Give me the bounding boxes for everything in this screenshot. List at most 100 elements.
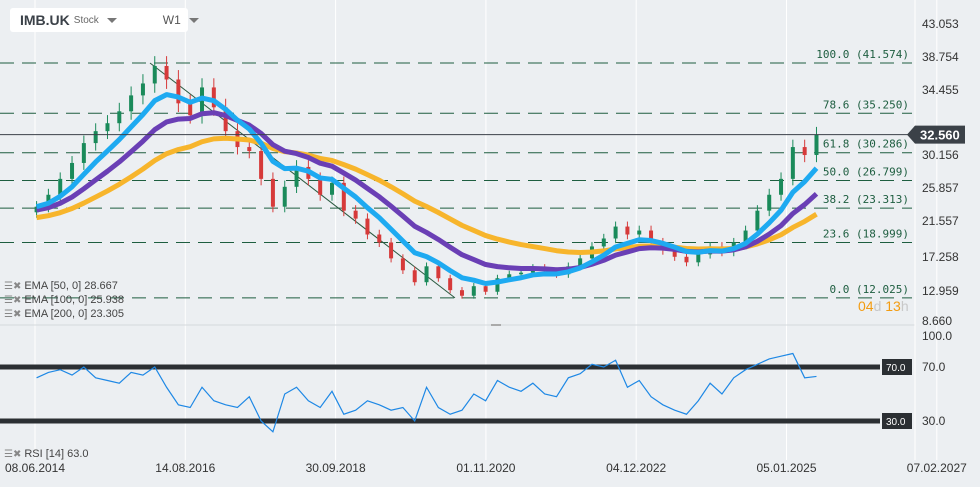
candle [152, 65, 157, 84]
rsi-level-badge [882, 413, 912, 429]
candle [330, 182, 335, 195]
candle [412, 270, 417, 283]
price-tick-label: 21.557 [922, 214, 959, 228]
candle [483, 286, 488, 292]
candle [188, 103, 193, 116]
price-tick-label: 34.455 [922, 83, 959, 97]
symbol-name[interactable]: IMB.UK [20, 12, 70, 28]
candle [341, 182, 346, 211]
candle [58, 178, 63, 195]
candle [365, 218, 370, 235]
legend-label: EMA [50, 0] 28.667 [24, 280, 118, 292]
chevron-down-icon[interactable] [106, 17, 117, 23]
candle [755, 210, 760, 231]
time-axis-label: 01.11.2020 [456, 461, 515, 475]
panel-resize-handle[interactable] [491, 324, 501, 326]
fib-level-label: 38.2 (23.313) [823, 193, 909, 206]
legend-ema-50: ☰✖ EMA [50, 0] 28.667 [4, 280, 118, 292]
rsi-tick-label: 30.0 [922, 414, 946, 428]
candle [649, 230, 654, 243]
candle [507, 274, 512, 279]
candle [353, 210, 358, 219]
legend-ema-100: ☰✖ EMA [100, 0] 25.938 [4, 294, 124, 306]
fib-level-label: 0.0 (12.025) [830, 283, 909, 296]
fib-level-label: 50.0 (26.799) [823, 165, 909, 178]
candle [223, 107, 228, 132]
candle [471, 286, 476, 296]
ema-100-line [36, 110, 819, 273]
candle [779, 178, 784, 195]
candle [247, 147, 252, 152]
legend-label: RSI [14] 63.0 [24, 448, 89, 460]
candle [625, 226, 630, 235]
price-tick-label: 38.754 [922, 50, 959, 64]
candle [424, 266, 429, 283]
time-axis-label: 04.12.2022 [606, 461, 666, 475]
current-price-badge [907, 125, 965, 144]
candle [140, 83, 145, 96]
settings-close-icon[interactable]: ☰✖ [4, 308, 22, 320]
candle [270, 178, 275, 207]
candle [519, 272, 524, 275]
candle [790, 147, 795, 179]
settings-close-icon[interactable]: ☰✖ [4, 294, 22, 306]
rsi-level-label: 30.0 [886, 417, 906, 428]
legend-label: EMA [100, 0] 25.938 [24, 294, 125, 306]
candle [743, 230, 748, 243]
candle [105, 123, 110, 132]
candle [767, 194, 772, 211]
time-axis-label: 07.02.2027 [907, 461, 967, 475]
candle [294, 166, 299, 187]
fib-level-label: 100.0 (41.574) [816, 48, 909, 61]
price-tick-label: 17.258 [922, 250, 959, 264]
candle [129, 95, 134, 112]
current-price-label: 32.560 [920, 128, 960, 143]
candle [259, 151, 264, 179]
candle [176, 79, 181, 104]
candle [601, 238, 606, 247]
candle [802, 147, 807, 156]
candle [282, 186, 287, 207]
candle [637, 230, 642, 235]
rsi-line [36, 352, 817, 433]
instrument-kind: Stock [73, 14, 99, 26]
rsi-level-label: 70.0 [886, 363, 906, 374]
price-tick-label: 43.053 [922, 17, 959, 31]
candle [672, 250, 677, 257]
candle-countdown: 04d 13h [858, 298, 909, 314]
price-tick-label: 30.156 [922, 148, 959, 162]
fib-level-label: 23.6 (18.999) [823, 227, 909, 240]
price-tick-label: 8.660 [922, 314, 952, 328]
timeframe-select[interactable]: W1 [162, 13, 181, 27]
candle [459, 290, 464, 296]
rsi-tick-label: 70.0 [922, 360, 946, 374]
time-axis-label: 30.09.2018 [306, 461, 366, 475]
candle [613, 226, 618, 239]
candle [117, 111, 122, 124]
legend-ema-200: ☰✖ EMA [200, 0] 23.305 [4, 308, 124, 320]
candle [814, 134, 819, 156]
time-axis-label: 05.01.2025 [756, 461, 816, 475]
time-axis-label: 08.06.2014 [5, 461, 65, 475]
price-tick-label: 25.857 [922, 181, 959, 195]
candle [448, 278, 453, 291]
chevron-down-icon[interactable] [188, 17, 199, 23]
settings-close-icon[interactable]: ☰✖ [4, 280, 22, 292]
symbol-toolbar: IMB.UK Stock W1 [10, 8, 199, 32]
settings-close-icon[interactable]: ☰✖ [4, 448, 22, 460]
candle [211, 87, 216, 108]
candle [389, 242, 394, 259]
candle [377, 234, 382, 243]
price-tick-label: 12.959 [922, 284, 959, 298]
candle [684, 256, 689, 263]
candle [164, 65, 169, 80]
candle [81, 143, 86, 163]
candle [318, 178, 323, 195]
ema-200-line [36, 135, 818, 256]
candle [93, 131, 98, 144]
candle [70, 162, 75, 179]
time-axis-label: 14.08.2016 [155, 461, 215, 475]
candle [495, 278, 500, 292]
ema-50-line [35, 92, 819, 286]
